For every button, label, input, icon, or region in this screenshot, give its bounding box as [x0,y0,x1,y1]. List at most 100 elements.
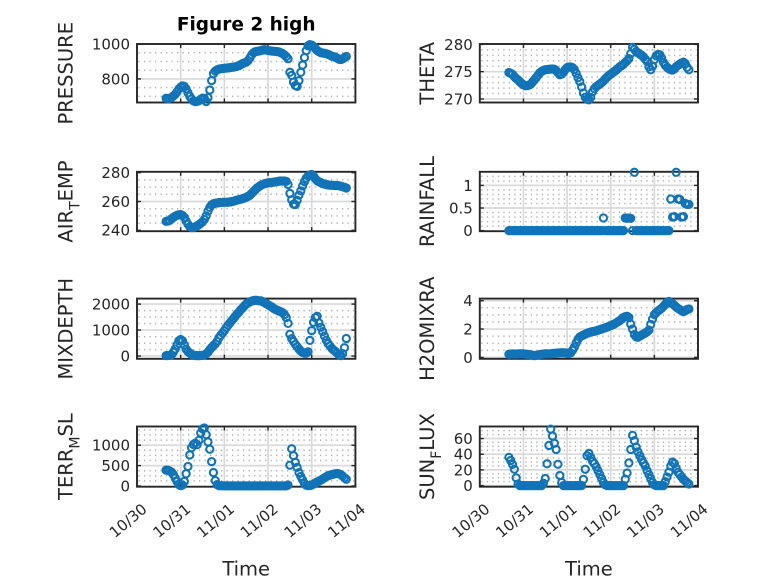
ytick-label-terr-msl-1000: 1000 [92,437,130,455]
data-point-mixdepth [339,343,350,353]
data-point-terr-msl [185,450,195,460]
axes-box-rainfall [478,170,699,233]
data-point-sun-flux [538,478,549,488]
data-point-theta [657,53,667,63]
data-point-pressure [297,60,308,70]
data-point-mixdepth [303,347,313,357]
data-point-theta [586,92,596,102]
xtick-label-terr-msl-11/01: 11/01 [193,500,238,542]
series-terr-msl [161,423,351,491]
data-point-mixdepth [336,351,346,361]
axes-box-pressure [136,43,357,104]
data-point-rainfall [629,167,639,177]
data-point-rainfall [618,225,629,236]
data-point-rainfall [678,211,689,222]
data-point-rainfall [598,213,609,223]
data-point-air-temp [294,190,304,200]
major-grid-terr-msl [137,426,356,487]
major-grid-rainfall [479,171,698,232]
ytick-label-h2omixra-4: 4 [463,292,473,310]
data-point-sun-flux [624,458,634,468]
ytick-label-sun-flux-20: 20 [454,461,473,479]
data-point-sun-flux [580,464,590,474]
minor-grid-rainfall [481,175,697,227]
data-point-theta [571,68,581,79]
data-point-sun-flux [669,458,679,469]
tick-marks-h2omixra [479,298,699,359]
data-point-sun-flux [553,459,563,469]
axes-box-sun-flux [478,425,699,488]
ytick-label-pressure-1000: 1000 [92,35,130,53]
xlabel-terr-msl: Time [221,558,270,581]
ylabel-sun-flux: SUNFLUX [416,413,445,500]
ytick-label-rainfall-1: 1 [463,177,473,195]
ytick-label-air-temp-240: 240 [101,222,130,240]
data-point-rainfall [684,199,694,210]
data-point-sun-flux [682,477,692,488]
ytick-label-sun-flux-40: 40 [454,446,473,464]
subplot-mixdepth: 0 1000 2000 MIXDEPTH [55,278,357,380]
series-theta [504,42,694,105]
data-point-mixdepth [305,335,315,346]
series-rainfall [504,167,694,236]
data-point-h2omixra [626,319,636,329]
data-point-terr-msl [183,461,193,472]
ytick-label-mixdepth-1000: 1000 [92,321,130,339]
data-point-mixdepth [341,333,351,344]
data-point-rainfall [664,225,674,236]
data-point-terr-msl [292,462,302,473]
ytick-label-theta-270: 270 [444,90,473,108]
ytick-label-sun-flux-0: 0 [463,477,473,495]
ytick-label-h2omixra-2: 2 [463,320,473,338]
data-point-mixdepth [283,318,293,329]
data-point-terr-msl [208,467,219,478]
xtick-label-sun-flux-11/02: 11/02 [580,500,625,542]
data-point-sun-flux [578,474,589,484]
data-point-rainfall [666,194,676,204]
subplot-terr-msl: 0 500 1000 TERRMSL 10/3010/3111/0111/0211/03… [55,413,369,580]
xtick-label-sun-flux-11/04: 11/04 [667,500,712,542]
subplot-rainfall: 0 0.5 1 RAINFALL [416,156,699,247]
series-air-temp [161,169,351,233]
data-point-air-temp [201,211,211,221]
ytick-label-air-temp-280: 280 [101,164,130,182]
data-point-mixdepth [285,329,295,339]
data-point-air-temp [297,181,308,191]
figure-title: Figure 2 high [177,15,316,36]
data-point-h2omixra [647,314,658,324]
data-point-sun-flux [640,461,650,471]
ytick-label-terr-msl-500: 500 [101,457,130,475]
series-mixdepth [161,295,351,361]
series-h2omixra [504,296,694,361]
data-point-rainfall [626,213,636,224]
data-point-sun-flux [507,459,518,470]
ytick-label-rainfall-0: 0 [463,222,473,240]
data-point-sun-flux [542,459,552,469]
ylabel-h2omixra: H2OMIXRA [416,276,439,381]
xtick-label-sun-flux-10/30: 10/30 [449,500,494,542]
ytick-label-mixdepth-0: 0 [120,347,130,365]
data-point-theta [575,76,585,87]
series-pressure [161,39,351,107]
data-point-rainfall [671,167,681,177]
data-point-terr-msl [205,444,215,454]
xtick-label-terr-msl-10/30: 10/30 [106,500,151,542]
xtick-label-terr-msl-11/02: 11/02 [237,500,282,542]
subplot-pressure: 800 1000 PRESSURE Figure 2 high [55,15,357,125]
subplot-air-temp: 240 260 280 AIRTEMP [55,160,357,243]
data-point-sun-flux [540,473,550,484]
data-point-sun-flux [662,472,672,482]
data-point-h2omixra [627,324,638,334]
data-point-pressure [341,51,351,62]
data-point-h2omixra [684,304,694,314]
data-point-terr-msl [181,469,191,479]
data-point-terr-msl [283,480,293,490]
ylabel-rainfall: RAINFALL [416,156,439,247]
data-point-sun-flux [509,464,519,474]
ylabel-pressure: PRESSURE [55,22,78,125]
series-sun-flux [504,424,694,491]
tick-marks-theta [479,43,699,103]
xlabel-sun-flux: Time [564,558,613,581]
data-point-terr-msl [341,474,351,484]
